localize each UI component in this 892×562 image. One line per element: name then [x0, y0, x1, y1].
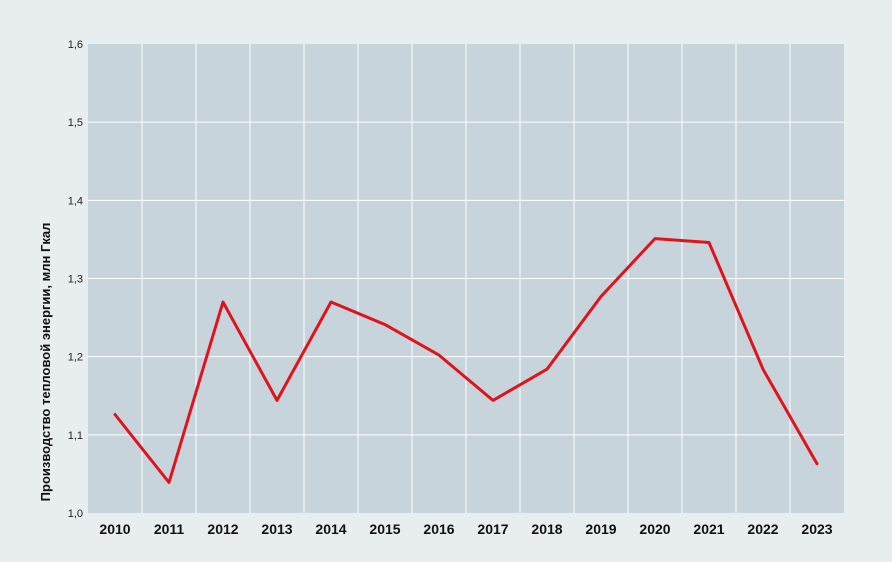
grid: [88, 44, 844, 513]
y-tick-label: 1,1: [68, 430, 83, 442]
x-tick-label: 2018: [531, 521, 562, 537]
x-tick-label: 2017: [477, 521, 508, 537]
x-ticks: 2010 2011 2012 2013 2014 2015 2016 2017 2018 2019…: [99, 521, 832, 537]
y-tick-label: 1,5: [68, 117, 83, 129]
y-tick-label: 1,3: [68, 274, 83, 286]
x-tick-label: 2022: [747, 521, 778, 537]
x-tick-label: 2012: [207, 521, 238, 537]
x-tick-label: 2016: [423, 521, 454, 537]
x-tick-label: 2015: [369, 521, 400, 537]
x-tick-label: 2011: [154, 521, 185, 537]
y-tick-label: 1,0: [68, 508, 83, 520]
y-tick-label: 1,4: [68, 195, 83, 207]
x-tick-label: 2019: [585, 521, 616, 537]
y-tick-label: 1,6: [68, 39, 83, 51]
x-tick-label: 2014: [315, 521, 346, 537]
x-tick-label: 2013: [261, 521, 292, 537]
y-ticks: 1,0 1,1 1,2 1,3 1,4 1,5 1,6: [68, 39, 83, 520]
x-tick-label: 2021: [693, 521, 724, 537]
y-axis-label: Производство тепловой энергии, млн Гкал: [38, 223, 53, 502]
x-tick-label: 2020: [639, 521, 670, 537]
series-line: [113, 237, 819, 484]
y-tick-label: 1,2: [68, 352, 83, 364]
x-tick-label: 2023: [801, 521, 832, 537]
x-tick-label: 2010: [99, 521, 130, 537]
